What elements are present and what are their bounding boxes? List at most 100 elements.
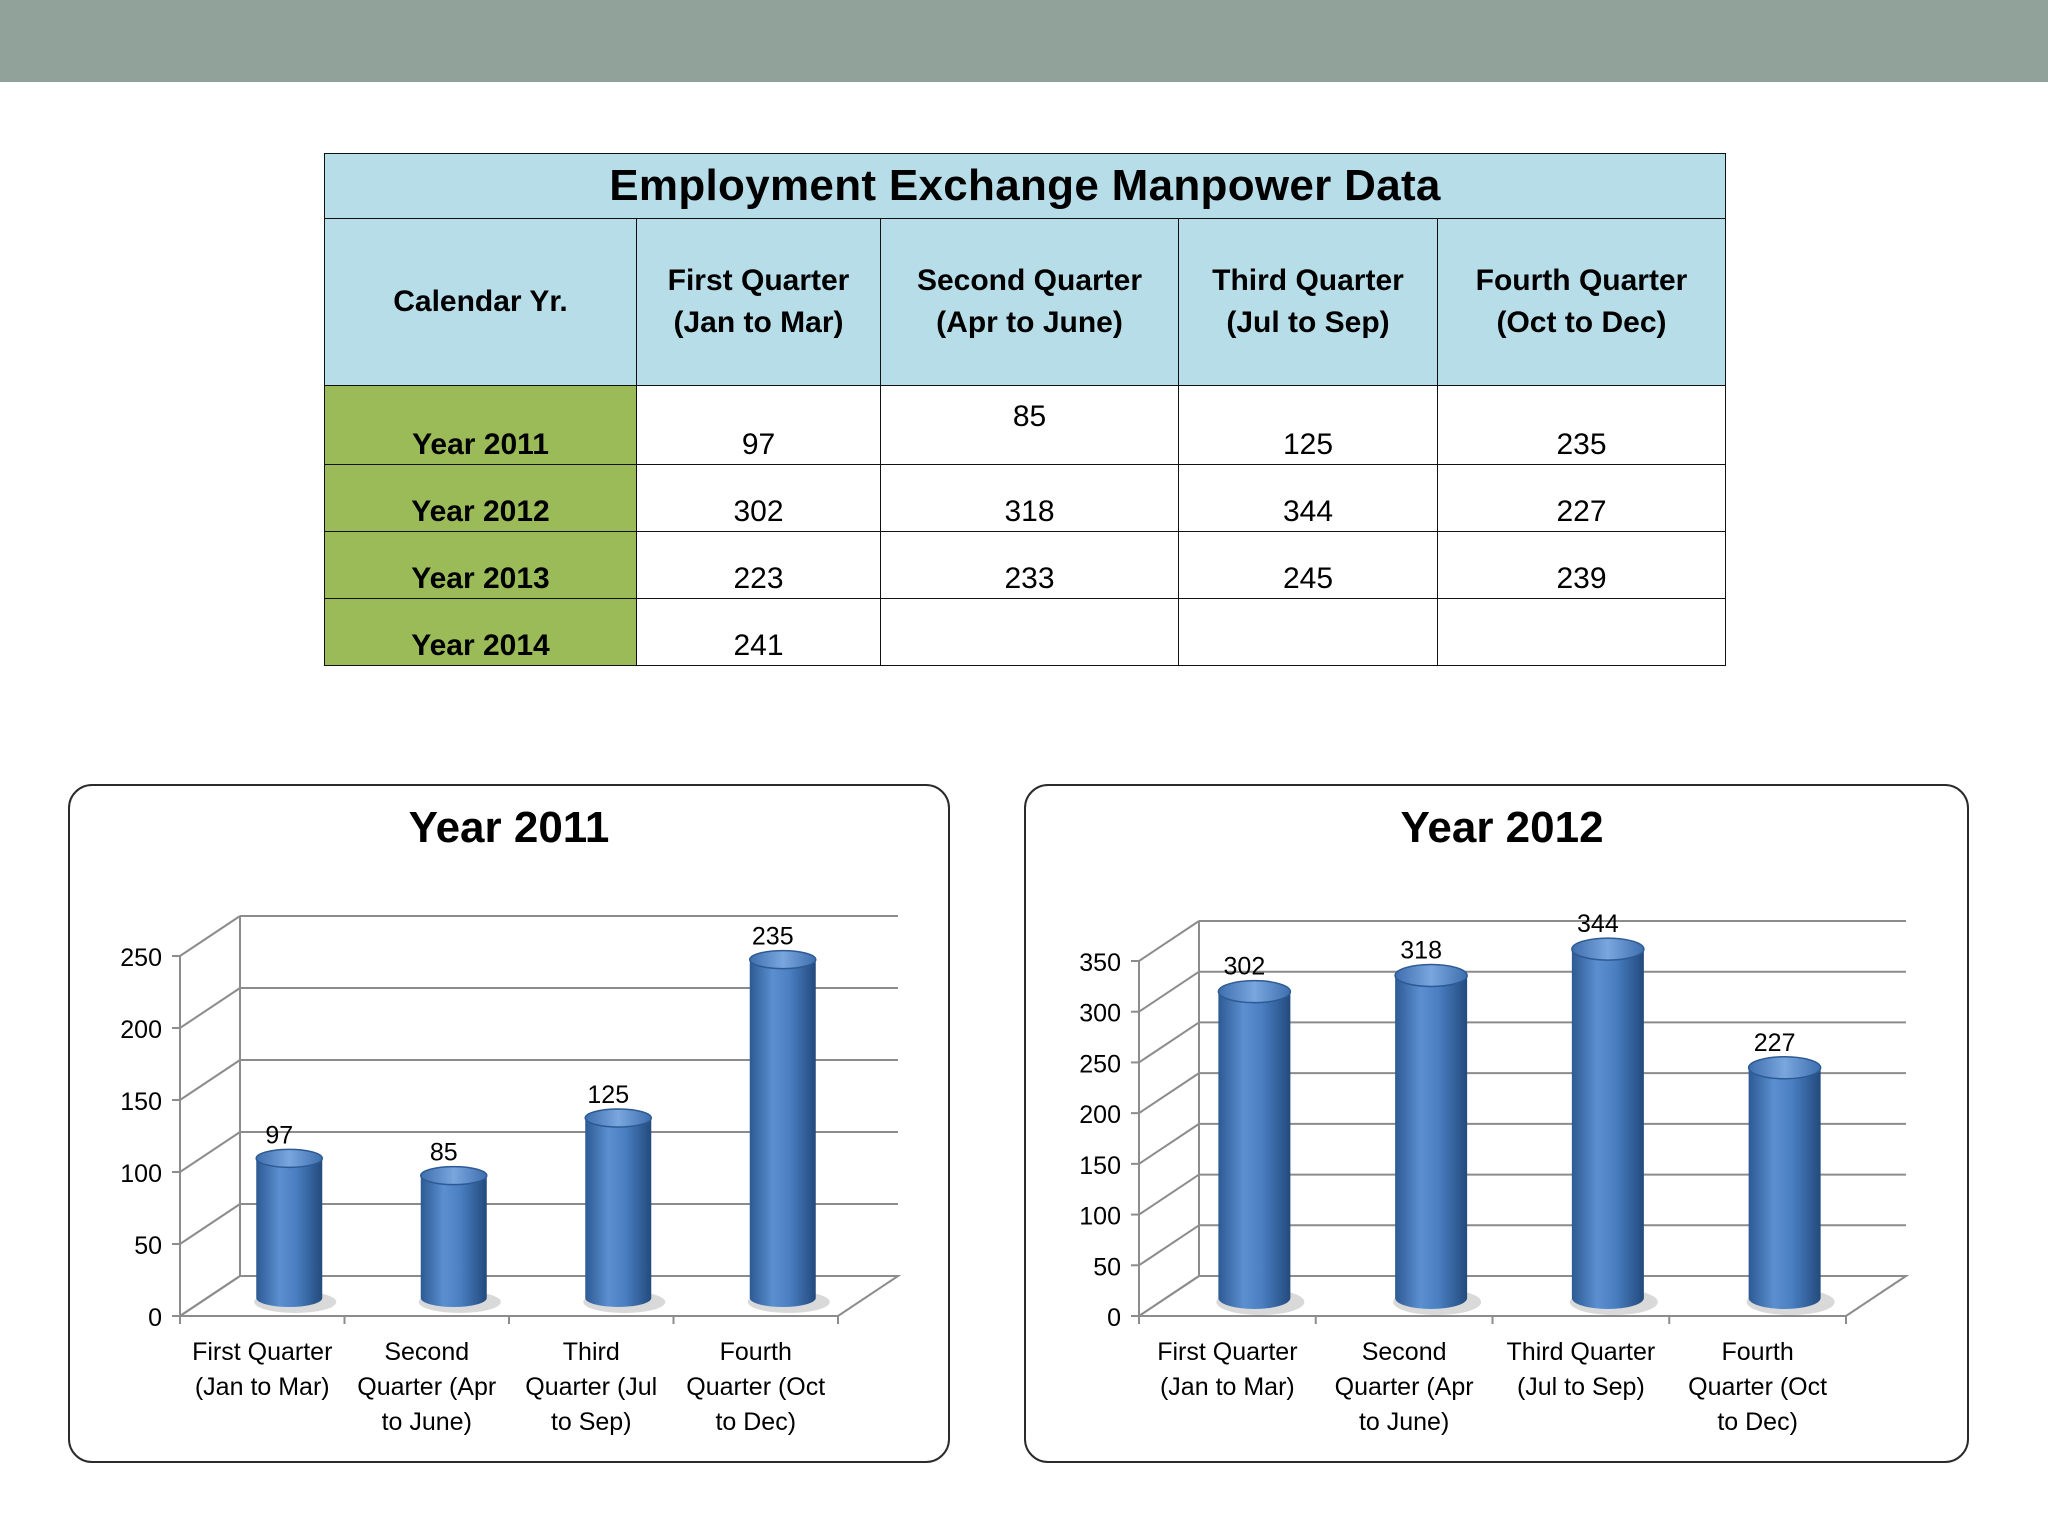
header-fourth-quarter: Fourth Quarter (Oct to Dec) [1437, 218, 1726, 386]
table-cell: 223 [636, 531, 881, 599]
y-tick-label: 250 [120, 944, 162, 972]
data-label: 302 [1224, 953, 1266, 981]
data-label: 97 [265, 1121, 293, 1149]
chart-2012-svg: Year 2012 0 50 100 150 200 250 300 350 302 318 344 2… [1079, 803, 1910, 1436]
data-label: 227 [1754, 1029, 1796, 1057]
x-tick-label: to June) [1359, 1408, 1449, 1436]
bar-2 [583, 1108, 666, 1313]
x-tick-label: Second [384, 1338, 469, 1366]
y-tick-label: 0 [1107, 1304, 1121, 1332]
bar-top [584, 1108, 652, 1128]
x-tick-label: Quarter (Jul [525, 1373, 657, 1401]
table-title: Employment Exchange Manpower Data [324, 153, 1726, 219]
bar-body [1395, 975, 1468, 1309]
table-cell: 245 [1178, 531, 1438, 599]
bar-top [749, 949, 817, 970]
grid-diagonal [1138, 1021, 1200, 1064]
x-tick-label: Second [1362, 1338, 1447, 1366]
chart-year-2012: Year 2012 0 50 100 150 200 250 300 350 302 318 344 2… [1024, 784, 1969, 1463]
chart-2011-svg: Year 2011 0 50 100 150 200 250 97 85 125 235 First … [120, 803, 902, 1436]
grid-diagonal [1138, 1224, 1200, 1267]
table-cell: 97 [636, 385, 881, 465]
row-year-label: Year 2012 [324, 464, 637, 532]
y-tick-label: 100 [120, 1160, 162, 1188]
bar-0 [1216, 979, 1305, 1315]
x-tick-label: (Jul to Sep) [1517, 1373, 1645, 1401]
table-cell: 239 [1437, 531, 1726, 599]
table-row: Year 2013 223 233 245 239 [324, 531, 1726, 599]
grid-diagonal [179, 1131, 241, 1173]
grid-diagonal [1138, 970, 1200, 1013]
y-tick-label: 50 [134, 1232, 162, 1260]
chart-year-2011: Year 2011 0 50 100 150 200 250 97 85 125 235 First … [68, 784, 950, 1463]
manpower-data-table: Employment Exchange Manpower Data Calend… [324, 153, 1726, 666]
data-label: 85 [430, 1139, 458, 1167]
bar-body [420, 1175, 487, 1307]
header-third-quarter: Third Quarter (Jul to Sep) [1178, 218, 1438, 386]
table-cell: 235 [1437, 385, 1726, 465]
data-label: 318 [1400, 936, 1442, 964]
x-tick-label: First Quarter [1157, 1338, 1297, 1366]
table-cell: 227 [1437, 464, 1726, 532]
x-tick-label: to Sep) [551, 1408, 632, 1436]
table-cell: 241 [636, 598, 881, 666]
bar-2 [1569, 937, 1658, 1315]
floor [1135, 1275, 1910, 1317]
header-calendar-year: Calendar Yr. [324, 218, 637, 386]
table-row: Year 2014 241 [324, 598, 1726, 666]
y-tick-label: 0 [148, 1304, 162, 1332]
data-label: 125 [587, 1081, 629, 1109]
bar-top [1217, 979, 1292, 1004]
grid-diagonal [179, 915, 241, 957]
bar-top [255, 1148, 323, 1169]
bar-top [420, 1165, 488, 1186]
data-label: 344 [1577, 910, 1619, 938]
x-tick-label: Third Quarter [1507, 1338, 1656, 1366]
grid-diagonal [1138, 1072, 1200, 1114]
data-label: 235 [752, 923, 794, 951]
bar-1 [418, 1165, 501, 1313]
bar-0 [254, 1148, 337, 1313]
row-year-label: Year 2014 [324, 598, 637, 666]
grid-diagonal [179, 1203, 241, 1245]
y-tick-label: 200 [120, 1016, 162, 1044]
y-tick-label: 200 [1079, 1101, 1121, 1129]
x-tick-label: Fourth [720, 1338, 792, 1366]
bar-top [1571, 937, 1645, 961]
table-row: Year 2011 97 85 125 235 [324, 385, 1726, 465]
bar-3 [1746, 1056, 1835, 1315]
table-cell: 85 [880, 385, 1179, 465]
header-second-quarter: Second Quarter (Apr to June) [880, 218, 1179, 386]
table-cell: 318 [880, 464, 1179, 532]
y-tick-label: 50 [1093, 1253, 1121, 1281]
y-tick-label: 300 [1079, 1000, 1121, 1028]
bar-body [256, 1158, 323, 1307]
grid-diagonal [1138, 1173, 1200, 1216]
y-tick-label: 150 [1079, 1152, 1121, 1180]
grid-diagonal [1138, 920, 1200, 962]
y-tick-label: 100 [1079, 1203, 1121, 1231]
grid-diagonal [179, 1059, 241, 1101]
x-tick-label: to Dec) [1717, 1408, 1798, 1436]
table-header-row: Calendar Yr. First Quarter (Jan to Mar) S… [324, 218, 1726, 386]
x-tick-label: to June) [382, 1408, 472, 1436]
y-tick-label: 350 [1079, 949, 1121, 977]
chart-title: Year 2012 [1400, 803, 1603, 852]
table-cell: 125 [1178, 385, 1438, 465]
bar-1 [1393, 963, 1482, 1315]
table-cell: 302 [636, 464, 881, 532]
x-tick-label: Fourth [1721, 1338, 1793, 1366]
x-tick-label: Quarter (Oct [686, 1373, 825, 1401]
bar-body [1571, 949, 1644, 1309]
header-first-quarter: First Quarter (Jan to Mar) [636, 218, 881, 386]
table-cell [880, 598, 1179, 666]
x-tick-label: First Quarter [192, 1338, 332, 1366]
bar-body [1218, 991, 1291, 1309]
x-tick-label: Quarter (Oct [1688, 1373, 1827, 1401]
row-year-label: Year 2013 [324, 531, 637, 599]
table-row: Year 2012 302 318 344 227 [324, 464, 1726, 532]
grid-diagonal [1138, 1123, 1200, 1165]
y-tick-label: 250 [1079, 1050, 1121, 1078]
x-tick-label: Quarter (Apr [1335, 1373, 1474, 1401]
x-tick-label: to Dec) [715, 1408, 796, 1436]
